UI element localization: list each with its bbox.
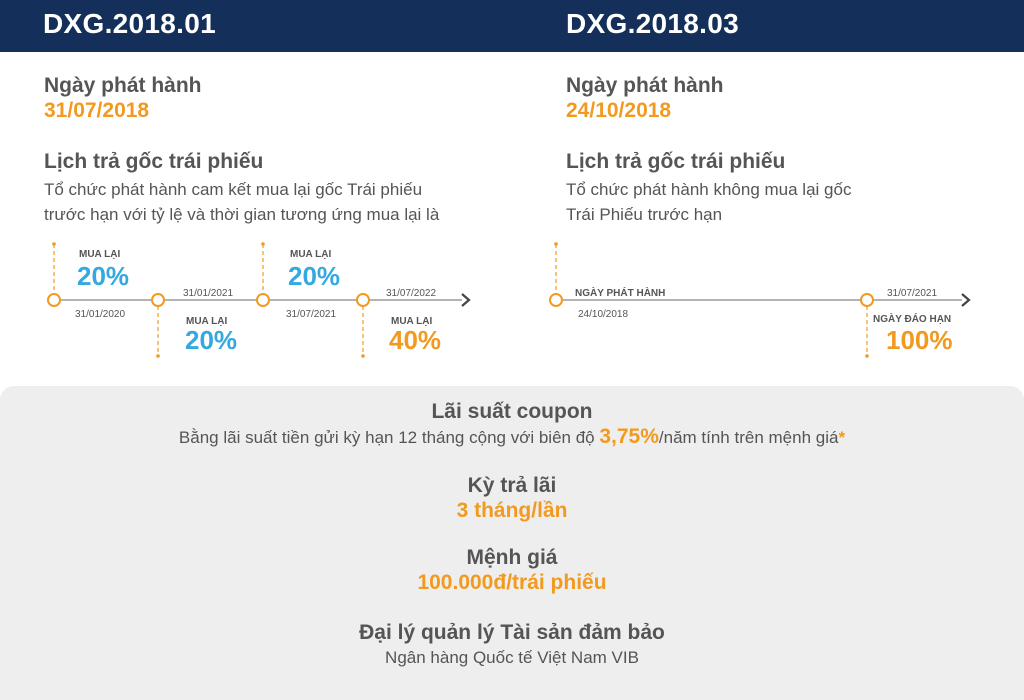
timeline-svg: MUA LẠI 20% 31/01/2020 MUA LẠI 20% 31/01… <box>47 242 971 358</box>
coupon-description: Bằng lãi suất tiền gửi kỳ hạn 12 tháng c… <box>0 425 1024 449</box>
stem-dot-4 <box>361 354 365 358</box>
milestone-percent-2: 20% <box>185 325 237 355</box>
coupon-text-pre: Bằng lãi suất tiền gửi kỳ hạn 12 tháng c… <box>178 428 600 447</box>
milestone-date-4: 31/07/2022 <box>386 288 436 299</box>
milestone-tag-3: MUA LẠI <box>290 249 332 260</box>
maturity-date-marker: 31/07/2021 <box>887 288 937 299</box>
coupon-rate: 3,75% <box>599 425 659 448</box>
milestone-dot-issue <box>549 293 563 307</box>
schedule-title-left: Lịch trả gốc trái phiếu <box>44 150 264 173</box>
milestone-date-3: 31/07/2021 <box>286 309 336 320</box>
schedule-line1-right: Tổ chức phát hành không mua lại gốc <box>566 180 852 199</box>
par-value-value: 100.000đ/trái phiếu <box>417 571 607 594</box>
arrow-right-icon <box>961 293 971 307</box>
bond-code-right: DXG.2018.03 <box>566 8 739 39</box>
stem-dot-1 <box>52 242 56 246</box>
terms-panel <box>0 386 1024 700</box>
milestone-dot-3 <box>256 293 270 307</box>
issue-date-label-right: Ngày phát hành <box>566 74 724 97</box>
schedule-line2-left: trước hạn với tỷ lệ và thời gian tương ứ… <box>44 205 440 224</box>
milestone-percent-1: 20% <box>77 261 129 291</box>
stem-dot-issue <box>554 242 558 246</box>
issue-date-right: 24/10/2018 <box>566 99 672 122</box>
milestone-dot-4 <box>356 293 370 307</box>
interest-period-value: 3 tháng/lần <box>456 499 568 522</box>
header-bar: DXG.2018.01 DXG.2018.03 <box>0 0 1024 52</box>
coupon-title: Lãi suất coupon <box>431 400 593 423</box>
coupon-text-post: /năm tính trên mệnh giá <box>658 428 839 447</box>
milestone-tag-1: MUA LẠI <box>79 249 121 260</box>
par-value-title: Mệnh giá <box>466 546 558 569</box>
footnote-star: * <box>838 428 846 447</box>
timeline-left: MUA LẠI 20% 31/01/2020 MUA LẠI 20% 31/01… <box>47 242 471 358</box>
milestone-tag-2: MUA LẠI <box>186 316 228 327</box>
milestone-dot-1 <box>47 293 61 307</box>
schedule-title-right: Lịch trả gốc trái phiếu <box>566 150 786 173</box>
schedule-line1-left: Tổ chức phát hành cam kết mua lại gốc Tr… <box>44 180 423 199</box>
milestone-dot-2 <box>151 293 165 307</box>
arrow-right-icon <box>461 293 471 307</box>
issue-date-label-left: Ngày phát hành <box>44 74 202 97</box>
bond-code-left: DXG.2018.01 <box>43 8 216 39</box>
milestone-percent-3: 20% <box>288 261 340 291</box>
collateral-agent-value: Ngân hàng Quốc tế Việt Nam VIB <box>385 648 639 667</box>
schedule-line2-right: Trái Phiếu trước hạn <box>566 205 723 224</box>
issue-tag: NGÀY PHÁT HÀNH <box>575 286 665 299</box>
milestone-tag-4: MUA LẠI <box>391 316 433 327</box>
stem-dot-3 <box>261 242 265 246</box>
collateral-agent-title: Đại lý quản lý Tài sản đảm bảo <box>359 621 665 644</box>
maturity-tag: NGÀY ĐÁO HẠN <box>873 312 951 325</box>
repayment-timelines: MUA LẠI 20% 31/01/2020 MUA LẠI 20% 31/01… <box>0 232 1024 362</box>
issue-date-left: 31/07/2018 <box>44 99 150 122</box>
stem-dot-2 <box>156 354 160 358</box>
timeline-right: NGÀY PHÁT HÀNH 24/10/2018 31/07/2021 NGÀ… <box>549 242 971 358</box>
milestone-date-2: 31/01/2021 <box>183 288 233 299</box>
stem-dot-maturity <box>865 354 869 358</box>
maturity-percent: 100% <box>886 325 953 355</box>
interest-period-title: Kỳ trả lãi <box>467 474 557 497</box>
milestone-percent-4: 40% <box>389 325 441 355</box>
issue-date-marker: 24/10/2018 <box>578 309 628 320</box>
milestone-dot-maturity <box>860 293 874 307</box>
milestone-date-1: 31/01/2020 <box>75 309 125 320</box>
